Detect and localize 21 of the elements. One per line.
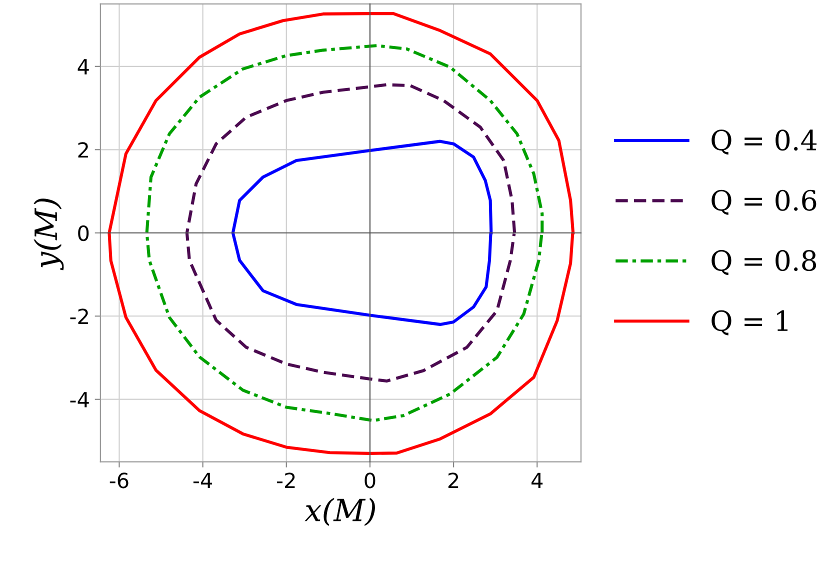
- x-tick-label: 0: [364, 472, 376, 488]
- legend-label: Q = 1: [712, 310, 788, 336]
- y-tick-label: 2: [78, 142, 88, 158]
- line-series: [145, 44, 544, 422]
- x-axis-title: x(M): [304, 498, 375, 526]
- x-tick-label: -6: [110, 472, 128, 488]
- line-series: [108, 12, 575, 455]
- y-tick-label: -2: [70, 308, 88, 324]
- y-axis-title: y(M): [34, 198, 64, 270]
- x-tick-label: 4: [532, 472, 543, 488]
- line-series: [185, 83, 516, 383]
- x-tick-label: -4: [193, 472, 212, 488]
- y-tick-label: 4: [78, 59, 89, 74]
- y-tick-label: 0: [78, 225, 89, 242]
- legend-label: Q = 0.4: [712, 130, 817, 155]
- y-tick-label: -4: [70, 392, 89, 408]
- x-tick-label: 2: [448, 472, 458, 488]
- legend-label: Q = 0.8: [712, 250, 816, 276]
- legend-label: Q = 0.6: [712, 190, 816, 215]
- line-series: [231, 140, 493, 326]
- x-tick-label: -2: [277, 472, 295, 488]
